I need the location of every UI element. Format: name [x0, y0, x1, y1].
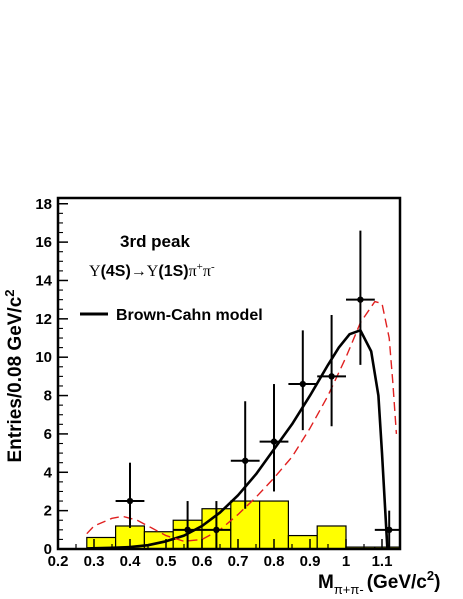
y-tick-label: 8 [44, 388, 52, 405]
data-points [115, 230, 399, 549]
decay-label: Υ(4S)→Υ(1S)π+π- [89, 261, 215, 280]
y-tick-label: 6 [44, 426, 52, 443]
data-point [173, 501, 202, 549]
x-tick-label: 0.9 [300, 553, 321, 570]
decay-1s: (1S) [158, 263, 188, 280]
x-tick-label: 0.2 [48, 553, 69, 570]
model-curve-dashed [86, 300, 398, 542]
data-point [317, 315, 346, 427]
x-tick-label: 0.5 [156, 553, 177, 570]
data-point-marker [242, 457, 249, 464]
y-tick-label: 12 [35, 311, 52, 328]
y-tick-label: 14 [35, 272, 52, 289]
data-point [374, 510, 399, 549]
x-tick-label: 0.7 [228, 553, 249, 570]
plot-frame [56, 196, 402, 551]
data-point [115, 462, 145, 528]
decay-upsilon-1s: Υ [147, 263, 159, 280]
data-point-marker [184, 526, 191, 534]
legend: Brown-Cahn model [80, 307, 263, 324]
data-point [202, 501, 231, 549]
x-axis-label-unit: (GeV/c [367, 572, 428, 593]
x-axis-label-unit-sup: 2 [427, 568, 434, 583]
data-point [259, 384, 289, 492]
y-axis-label-sup: 2 [2, 289, 17, 296]
data-point-marker [126, 497, 134, 505]
data-point [346, 230, 375, 365]
x-axis-label-main: M [318, 572, 334, 593]
x-tick-label: 0.4 [120, 553, 142, 570]
x-axis-label: Mπ+π- (GeV/c2) [318, 568, 440, 597]
y-tick-label: 0 [44, 541, 52, 558]
y-tick-label: 2 [44, 503, 52, 520]
y-tick-label: 18 [35, 196, 52, 213]
decay-pi-plus: π [189, 263, 197, 280]
y-axis-label-main: Entries/0.08 GeV/c [5, 296, 26, 462]
histogram-bin [287, 534, 318, 550]
decay-upsilon-4s: Υ [89, 263, 101, 280]
y-tick-label: 10 [35, 349, 52, 366]
x-axis-label-sub: π+π- [334, 582, 364, 597]
decay-arrow: → [131, 263, 147, 280]
data-point-marker [386, 526, 393, 534]
x-axis-label-unit-close: ) [434, 572, 440, 593]
decay-pi-minus: π [203, 263, 211, 280]
peak-label: 3rd peak [120, 232, 190, 251]
histogram-bin [316, 525, 347, 550]
x-tick-label: 0.8 [264, 553, 285, 570]
data-point-marker [357, 296, 364, 303]
data-point-marker [299, 380, 306, 388]
x-tick-label: 0.6 [192, 553, 213, 570]
decay-pi-minus-sup: - [211, 261, 215, 273]
decay-4s: (4S) [101, 263, 131, 280]
data-point-marker [328, 373, 335, 380]
background-histogram [86, 500, 401, 550]
x-tick-label: 1 [342, 553, 350, 570]
legend-label-brown-cahn: Brown-Cahn model [116, 307, 263, 324]
x-tick-label: 1.1 [372, 553, 393, 570]
y-tick-label: 4 [44, 464, 53, 481]
data-point-marker [213, 526, 220, 534]
data-point [230, 401, 260, 509]
model-curves [86, 300, 398, 550]
y-tick-label: 16 [35, 234, 52, 251]
data-point [288, 330, 318, 431]
data-point-marker [270, 438, 278, 445]
y-axis-label: Entries/0.08 GeV/c2 [2, 289, 26, 462]
decay-pi-plus-sup: + [197, 261, 203, 273]
axes: 0.2 0.3 0.4 0.5 0.6 0.7 0.8 0.9 1 1.1 0 2 4 6 8 10 12 14 1… [35, 196, 392, 570]
x-tick-label: 0.3 [84, 553, 105, 570]
